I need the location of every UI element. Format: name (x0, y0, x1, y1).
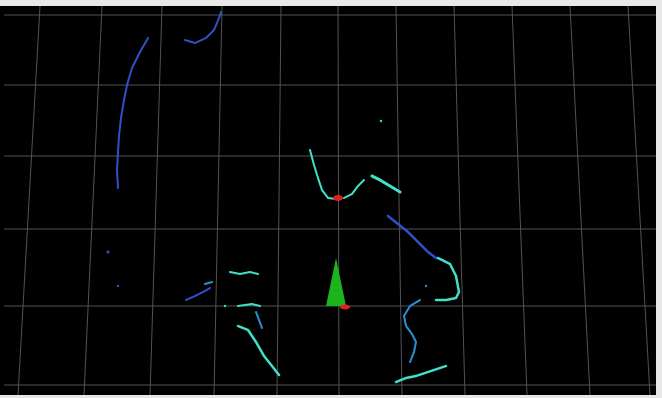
scan-segment (184, 11, 222, 44)
viewport-frame-right (656, 0, 662, 398)
scan-segment (394, 364, 448, 384)
viewport-frame-bottom (0, 395, 662, 398)
scan-point (379, 119, 383, 123)
scan-segment (229, 271, 259, 275)
viewport-frame-top (0, 0, 662, 6)
grid-line (276, 5, 282, 396)
scan-segment (386, 214, 438, 260)
laser-scan-points (106, 11, 461, 384)
scan-segment (236, 324, 281, 377)
robot-pose-marker (326, 258, 350, 310)
grid-line (569, 5, 591, 396)
scan-point (106, 250, 110, 254)
grid-line (83, 5, 103, 396)
scan-segment (237, 303, 261, 307)
grid-line (149, 5, 163, 396)
grid-line (213, 5, 223, 396)
robot-heading-arrow (326, 258, 346, 306)
scan-segment (185, 287, 211, 301)
grid-line (17, 5, 41, 396)
scan-point (424, 284, 428, 288)
scan-point (116, 284, 120, 288)
scan-point (223, 304, 227, 308)
scan-segment (403, 299, 421, 363)
scan-segment (434, 256, 461, 302)
robot-origin-marker (340, 304, 350, 310)
scan-segment (343, 179, 365, 199)
scan-segment (309, 149, 337, 200)
ground-grid (4, 5, 656, 396)
scan-segment (116, 37, 149, 189)
grid-line (395, 5, 403, 396)
grid-line (627, 5, 651, 396)
scan-segment (204, 281, 213, 285)
grid-line (453, 5, 466, 396)
scan-segment (370, 174, 402, 194)
target-marker (333, 195, 343, 201)
grid-line (511, 5, 528, 396)
scan-segment (255, 311, 263, 329)
